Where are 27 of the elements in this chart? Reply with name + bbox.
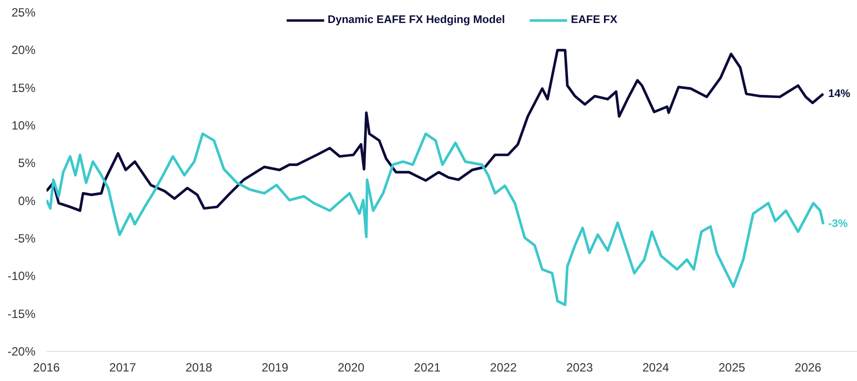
x-tick-label: 2025 <box>718 360 746 374</box>
legend-label: Dynamic EAFE FX Hedging Model <box>328 14 505 26</box>
annotation: 14% <box>828 88 850 100</box>
y-tick-label: -15% <box>7 306 36 321</box>
x-tick-label: 2016 <box>33 360 60 374</box>
x-tick-label: 2020 <box>338 360 365 374</box>
y-tick-label: -10% <box>7 269 36 284</box>
y-tick-label: 15% <box>11 80 36 95</box>
y-tick-label: 25% <box>11 6 36 20</box>
y-tick-label: 0% <box>18 194 36 208</box>
annotation: -3% <box>828 218 848 230</box>
line-series <box>46 132 825 306</box>
x-tick-label: 2026 <box>794 360 822 374</box>
legend-label: EAFE FX <box>570 14 618 26</box>
x-tick-label: 2022 <box>490 360 518 374</box>
y-tick-label: 5% <box>18 156 36 170</box>
y-tick-label: 10% <box>11 118 36 132</box>
x-tick-label: 2021 <box>414 360 441 374</box>
x-tick-label: 2017 <box>109 360 136 374</box>
x-tick-label: 2023 <box>566 360 594 374</box>
y-tick-label: -20% <box>7 344 36 358</box>
x-tick-label: 2024 <box>642 360 670 374</box>
y-tick-label: -5% <box>14 232 36 246</box>
x-tick-label: 2019 <box>262 360 289 374</box>
line-series <box>46 48 825 212</box>
x-tick-label: 2018 <box>185 360 212 374</box>
y-tick-label: 20% <box>11 43 36 58</box>
